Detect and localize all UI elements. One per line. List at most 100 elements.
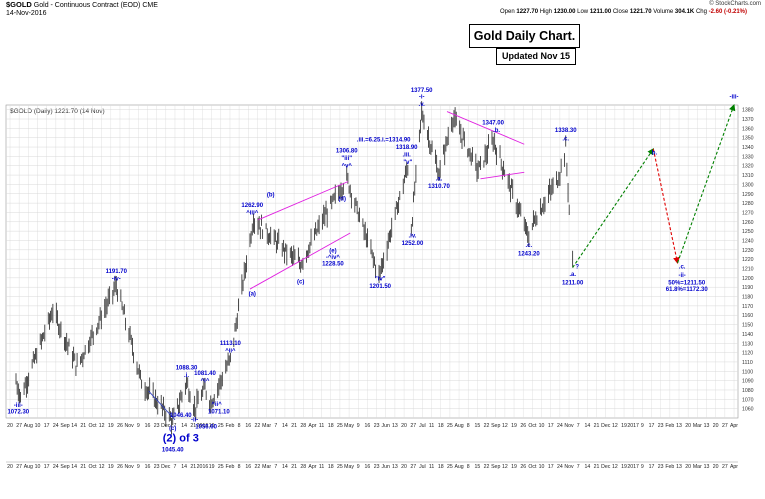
y-tick-label: 1180 [742,295,753,301]
x-tick-label-top: 19 [621,423,627,429]
x-tick-label-bottom: 26 [520,464,526,470]
y-tick-label: 1140 [742,332,753,338]
low-value: 1211.00 [589,9,612,15]
x-tick-label-top: 23 [154,423,160,429]
x-tick-label-bottom: Feb [225,464,234,470]
source-credit: © StockCharts.com [709,1,761,7]
y-tick-label: 1330 [742,154,754,160]
y-tick-label: 1100 [742,369,753,375]
x-tick-label-bottom: 7 [577,464,580,470]
wave-label: 1262.90 [241,203,263,209]
wave-label: 61.8%=1172.30 [666,287,709,293]
x-tick-label-bottom: 2016 [197,464,209,470]
y-tick-label: 1110 [742,360,753,366]
x-tick-label-top: 21 [594,423,600,429]
wave-label: 1377.50 [411,88,433,94]
x-tick-label-bottom: 15 [475,464,481,470]
x-tick-label-bottom: 14 [282,464,288,470]
wave-label: .c. [679,265,686,271]
x-tick-label-top: 20 [7,423,13,429]
x-tick-label-top: 14 [282,423,288,429]
channel-line [257,181,349,221]
x-tick-label-bottom: Nov [125,464,135,470]
x-tick-label-bottom: 19 [621,464,627,470]
wave-label: b. [652,151,658,157]
x-tick-label-bottom: Mar [693,464,702,470]
open-value: 1227.70 [516,9,539,15]
wave-label: ^v^ [342,164,353,170]
x-tick-label-bottom: 27 [722,464,728,470]
wave-label: .b. [493,128,500,134]
x-tick-label-top: 16 [145,423,151,429]
x-tick-label-top: 16 [365,423,371,429]
wave-label: 1088.30 [176,365,198,371]
channel-line [480,171,525,180]
x-tick-label-bottom: 24 [53,464,59,470]
wave-label: ? [575,265,579,271]
wave-label: (b) [267,193,275,199]
wave-label: ^i^ [201,378,210,384]
x-tick-label-top: Nov [564,423,574,429]
x-tick-label-bottom: 21 [594,464,600,470]
x-tick-label-top: 9 [357,423,360,429]
x-tick-label-bottom: Aug [454,464,463,470]
wave-label: .iii. [403,152,412,158]
wave-label: 1338.30 [555,128,577,134]
x-tick-label-top: 25 [337,423,343,429]
y-tick-label: 1340 [742,145,754,151]
x-tick-label-top: May [344,423,354,429]
wave-label: 1228.50 [322,262,344,268]
y-tick-label: 1370 [742,117,754,123]
y-tick-label: 1160 [742,313,753,319]
x-tick-label-bottom: May [344,464,354,470]
x-tick-label-top: 27 [16,423,22,429]
x-tick-label-top: 21 [80,423,86,429]
forecast-arrow [652,148,680,264]
wave-label: 50%=1211.50 [668,280,706,286]
x-tick-label-top: Dec [601,423,611,429]
x-tick-label-top: Apr [308,423,316,429]
description: Gold - Continuous Contract (EOD) [33,2,141,9]
x-tick-label-bottom: 21 [291,464,297,470]
x-tick-label-bottom: Jul [419,464,426,470]
x-tick-label-bottom: 8 [467,464,470,470]
plot-area [5,104,739,419]
wave-label: 1113.10 [220,341,242,347]
x-tick-label-bottom: 27 [16,464,22,470]
y-tick-label: 1300 [742,182,754,188]
x-tick-label-top: 20 [685,423,691,429]
wave-label: 1071.10 [208,409,230,415]
x-tick-label-bottom: 12 [612,464,618,470]
wave-label: -i- [419,94,425,100]
wave-label: (d) [338,196,346,202]
wave-label: 1046.40 [170,413,192,419]
x-tick-label-top: 14 [584,423,590,429]
x-tick-label-top: 10 [35,423,41,429]
x-tick-label-top: 12 [502,423,508,429]
x-tick-label-bottom: Feb [665,464,674,470]
header-date: 14-Nov-2016 [6,10,47,17]
x-tick-label-bottom: Nov [564,464,574,470]
y-tick-label: 1270 [742,210,754,216]
x-tick-label-bottom: Jun [382,464,390,470]
x-tick-label-top: 9 [641,423,644,429]
x-tick-label-top: Mar [693,423,702,429]
y-tick-label: 1090 [742,379,754,385]
x-tick-label-bottom: 13 [392,464,398,470]
x-tick-label-top: 7 [174,423,177,429]
x-tick-label-top: Jul [419,423,426,429]
y-tick-label: 1190 [742,285,753,291]
x-tick-label-bottom: 2017 [627,464,639,470]
exchange: CME [142,2,158,9]
x-tick-label-bottom: 22 [255,464,261,470]
wave-label: .c. [526,243,533,249]
x-tick-label-top: 22 [484,423,490,429]
wave-label: 1081.40 [194,371,216,377]
wave-label: 1211.00 [562,280,584,286]
wave-label: 1318.90 [396,145,418,151]
x-tick-label-bottom: 13 [676,464,682,470]
x-tick-label-bottom: 14 [584,464,590,470]
close-value: 1221.70 [629,9,652,15]
x-tick-label-bottom: 18 [438,464,444,470]
